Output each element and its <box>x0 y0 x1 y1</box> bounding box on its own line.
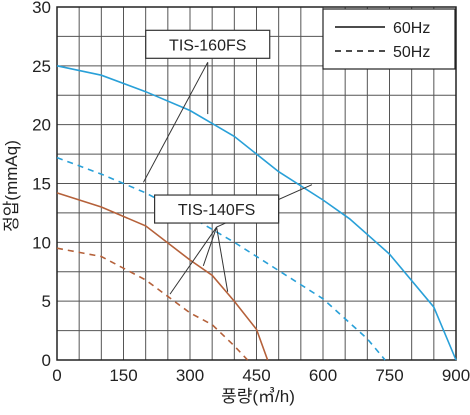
series-line-tis-140fs-60hz <box>56 192 269 361</box>
callout-label-tis-160fs: TIS-160FS <box>169 37 246 54</box>
x-axis-title: 풍량(㎥/h) <box>221 387 295 406</box>
callout-layer: TIS-160FS TIS-140FS <box>143 29 313 295</box>
y-tick-label: 30 <box>32 0 51 17</box>
y-tick-label: 0 <box>42 351 51 370</box>
tick-layer: 0 150 300 450 600 750 900 0 5 10 15 20 25 30 <box>32 0 470 385</box>
callout-box <box>145 29 271 59</box>
series-line-tis-160fs-50hz <box>56 156 386 361</box>
x-tick-label: 600 <box>309 366 337 385</box>
callout-leader <box>202 226 218 267</box>
y-axis-title: 정압(mmAq) <box>2 140 21 232</box>
y-tick-label: 25 <box>32 57 51 76</box>
callout-label-tis-140fs: TIS-140FS <box>178 202 255 219</box>
x-tick-label: 300 <box>176 366 204 385</box>
y-tick-label: 10 <box>32 233 51 252</box>
series-layer <box>56 65 457 361</box>
x-tick-label: 150 <box>109 366 137 385</box>
legend-label-60hz: 60Hz <box>393 20 430 37</box>
legend-box <box>322 8 456 70</box>
y-tick-label: 5 <box>42 292 51 311</box>
series-line-tis-160fs-60hz <box>56 65 457 361</box>
callout-box <box>154 194 280 224</box>
callout-leader <box>143 62 209 183</box>
legend-label-50hz: 50Hz <box>393 44 430 61</box>
x-tick-label: 900 <box>442 366 470 385</box>
x-tick-label: 750 <box>375 366 403 385</box>
y-tick-label: 15 <box>32 175 51 194</box>
callout-leader <box>216 226 229 292</box>
plot-frame <box>56 6 457 361</box>
x-tick-label: 0 <box>52 366 61 385</box>
x-tick-label: 450 <box>242 366 270 385</box>
legend: 60Hz 50Hz <box>322 8 456 70</box>
y-tick-label: 20 <box>32 116 51 135</box>
series-line-tis-140fs-50hz <box>56 247 249 361</box>
callout-leader <box>169 226 218 295</box>
